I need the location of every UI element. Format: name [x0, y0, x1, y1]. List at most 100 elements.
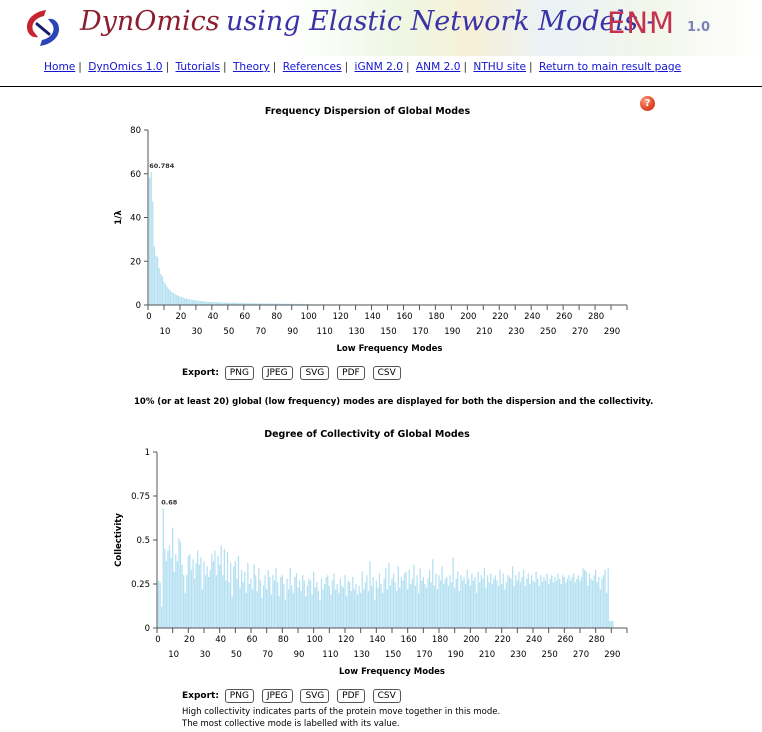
x-tick-label: 260	[556, 312, 572, 322]
x-tick-label: 190	[444, 327, 460, 337]
bar	[607, 568, 609, 628]
bar	[554, 576, 556, 628]
bar	[408, 569, 410, 628]
bar	[289, 568, 291, 628]
export-svg-button[interactable]: SVG	[300, 366, 330, 380]
bar	[333, 573, 335, 628]
export-jpeg-button[interactable]: JPEG	[261, 689, 293, 703]
bar	[162, 508, 164, 628]
bar	[491, 584, 493, 628]
x-tick-label: 160	[396, 312, 412, 322]
bar	[493, 578, 495, 628]
bar	[258, 568, 260, 628]
bar	[444, 578, 446, 628]
export-csv-button[interactable]: CSV	[372, 366, 401, 380]
nav-anm-link[interactable]: ANM 2.0	[415, 61, 461, 73]
bar	[353, 589, 356, 628]
bar	[214, 550, 216, 628]
export-png-button[interactable]: PNG	[224, 366, 254, 380]
bar	[392, 573, 395, 628]
bar	[166, 286, 168, 305]
bar	[377, 587, 379, 628]
bar	[206, 566, 208, 628]
x-tick-label: 130	[354, 650, 370, 660]
bar	[320, 578, 323, 628]
bar	[596, 582, 598, 628]
top-navigation: Home | DynOmics 1.0 | Tutorials | Theory | R…	[44, 61, 682, 73]
y-tick-label: 1	[145, 448, 150, 458]
export-csv-button[interactable]: CSV	[372, 689, 401, 703]
bar	[289, 303, 291, 305]
bar	[397, 566, 399, 628]
bar	[369, 561, 371, 628]
bar	[195, 562, 197, 628]
bar	[277, 582, 279, 628]
bar	[228, 302, 231, 305]
bar	[295, 573, 298, 628]
bar	[454, 587, 456, 628]
x-tick-label: 40	[207, 312, 218, 322]
x-tick-label: 140	[364, 312, 380, 322]
bar	[360, 592, 362, 628]
bar	[284, 303, 286, 305]
bar	[496, 580, 498, 628]
export-pdf-button[interactable]: PDF	[337, 366, 365, 380]
nav-references-link[interactable]: References	[282, 61, 342, 73]
x-tick-label: 40	[215, 635, 226, 645]
bar	[208, 576, 210, 628]
y-tick-label: 20	[130, 257, 141, 267]
bar	[342, 587, 345, 628]
bar	[407, 589, 409, 628]
export-jpeg-button[interactable]: JPEG	[261, 366, 293, 380]
y-tick-label: 0.75	[131, 492, 150, 502]
bar	[286, 578, 288, 628]
version-label: 1.0	[687, 20, 711, 35]
x-tick-label: 220	[492, 312, 508, 322]
bar	[228, 582, 230, 628]
bar	[247, 303, 250, 305]
help-icon[interactable]: ?	[640, 96, 655, 111]
nav-tutorials-link[interactable]: Tutorials	[175, 61, 220, 73]
bar	[302, 575, 304, 628]
nav-ignm-link[interactable]: iGNM 2.0	[354, 61, 403, 73]
bar	[450, 582, 453, 628]
export-svg-button[interactable]: SVG	[300, 689, 330, 703]
collectivity-svg: Degree of Collectivity of Global Modes 0.…	[114, 429, 628, 677]
bar	[577, 575, 580, 628]
bar	[551, 575, 553, 628]
bar	[174, 294, 176, 305]
nav-home-link[interactable]: Home	[44, 61, 76, 73]
bar	[172, 527, 174, 628]
export-bar-1: Export: PNG JPEG SVG PDF CSV	[182, 366, 406, 380]
nav-theory-link[interactable]: Theory	[232, 61, 270, 73]
bar	[435, 573, 437, 628]
x-tick-label: 170	[412, 327, 428, 337]
export-pdf-button[interactable]: PDF	[337, 689, 365, 703]
bar	[372, 576, 374, 628]
bar	[186, 575, 188, 628]
bar	[273, 580, 276, 628]
max-value-label: 0.68	[161, 498, 178, 506]
nav-return-link[interactable]: Return to main result page	[538, 61, 682, 73]
x-tick-label: 240	[524, 312, 540, 322]
bar	[192, 559, 194, 628]
dynomics-logo-icon	[26, 10, 60, 46]
bar	[595, 569, 597, 628]
bar	[167, 550, 169, 628]
export-png-button[interactable]: PNG	[224, 689, 254, 703]
bar	[413, 564, 415, 628]
bar	[230, 302, 232, 305]
x-tick-label: 270	[572, 327, 588, 337]
nav-nthu-link[interactable]: NTHU site	[473, 61, 527, 73]
collectivity-note-1: High collectivity indicates parts of the…	[182, 707, 501, 717]
bar	[299, 303, 301, 305]
bar	[243, 303, 245, 305]
bar	[591, 580, 594, 628]
nav-dynomics-link[interactable]: DynOmics 1.0	[88, 61, 163, 73]
bar	[560, 584, 562, 628]
frequency-dispersion-svg: Frequency Dispersion of Global Modes 60.7…	[114, 106, 628, 354]
bar	[203, 561, 205, 628]
bar	[236, 578, 238, 628]
bar	[563, 576, 565, 628]
bar	[249, 303, 251, 305]
